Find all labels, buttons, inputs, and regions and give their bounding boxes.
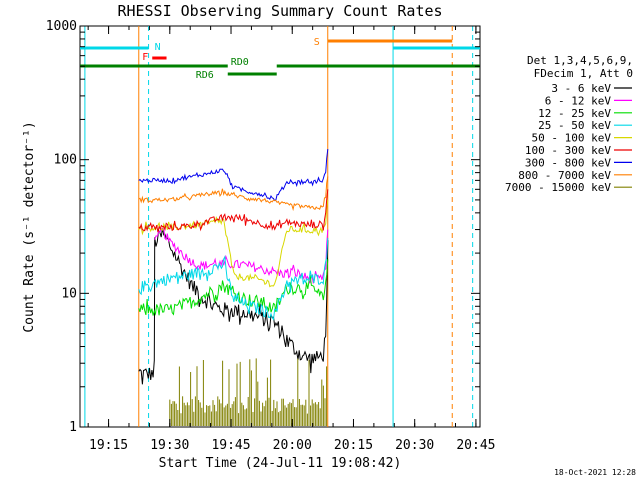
flag-bars: NF S RD0 RD6 (80, 37, 480, 81)
x-tick-label: 19:30 (150, 438, 189, 453)
flag-label-s: S (314, 37, 320, 48)
flag-label-f: F (142, 52, 148, 63)
series-7000-15000-kev (169, 358, 328, 426)
series-12-25kev (138, 259, 329, 316)
legend-label: 12 - 25 keV (538, 107, 611, 120)
x-tick-label: 20:15 (334, 438, 373, 453)
y-axis-label: Count Rate (s⁻¹ detector⁻¹) (22, 121, 37, 332)
x-axis-label: Start Time (24-Jul-11 19:08:42) (159, 456, 402, 471)
legend-header-line: Det 1,3,4,5,6,9, (527, 54, 633, 67)
chart-title: RHESSI Observing Summary Count Rates (117, 2, 442, 20)
series-25-50kev (138, 237, 329, 321)
series-50-100kev (138, 199, 329, 288)
series-6-12kev (154, 227, 329, 285)
x-tick-label: 19:45 (211, 438, 250, 453)
series-100-300kev (138, 189, 329, 233)
legend-label: 7000 - 15000 keV (505, 181, 611, 194)
y-tick-label: 1000 (46, 19, 77, 34)
series-800-7000kev (138, 176, 329, 212)
legend-label: 50 - 100 keV (532, 132, 612, 145)
series-3-6kev (138, 228, 329, 385)
time-markers (84, 26, 474, 427)
legend-label: 300 - 800 keV (525, 156, 611, 169)
legend-label: 25 - 50 keV (538, 119, 611, 132)
x-tick-label: 19:15 (89, 438, 128, 453)
legend-label: 3 - 6 keV (551, 82, 611, 95)
plot-area-frame (79, 25, 481, 428)
y-axis: 1 10 100 1000 (46, 19, 480, 435)
y-tick-label: 1 (69, 420, 77, 435)
y-tick-label: 10 (61, 286, 77, 301)
x-tick-label: 20:30 (395, 438, 434, 453)
footer-date: 18-Oct-2021 12:28 (554, 468, 636, 477)
x-axis: 19:15 19:30 19:45 20:00 20:15 20:30 20:45 (87, 26, 495, 453)
x-tick-label: 20:45 (456, 438, 495, 453)
legend-label: 6 - 12 keV (545, 94, 612, 107)
legend-label: 800 - 7000 keV (518, 169, 611, 182)
y-tick-label: 100 (54, 153, 77, 168)
x-tick-label: 20:00 (273, 438, 312, 453)
legend: Det 1,3,4,5,6,9,FDecim 1, Att 0 3 - 6 keV… (505, 54, 633, 194)
legend-label: 100 - 300 keV (525, 144, 611, 157)
series-300-800kev (138, 149, 329, 202)
flag-label-rd0: RD0 (231, 57, 249, 68)
series-lines (138, 149, 329, 426)
legend-header-line: FDecim 1, Att 0 (534, 67, 633, 80)
flag-label-n: N (155, 42, 161, 53)
flag-label-rd6: RD6 (196, 70, 214, 81)
